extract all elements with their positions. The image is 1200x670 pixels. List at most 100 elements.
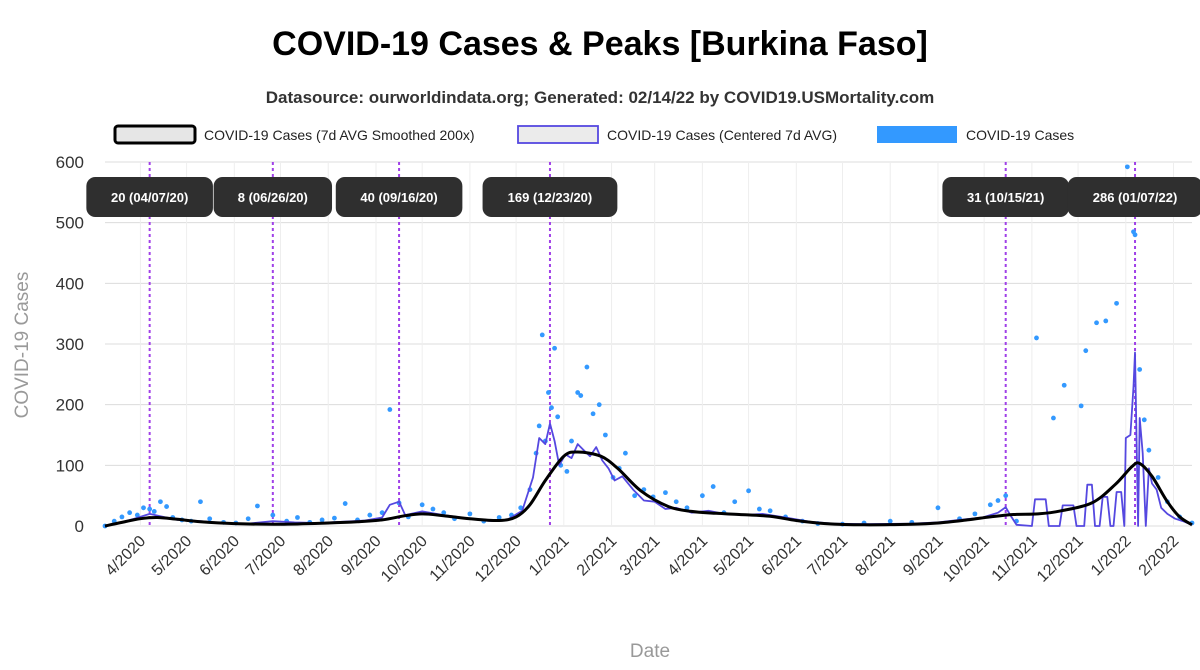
legend-label: COVID-19 Cases (Centered 7d AVG) [607,127,837,143]
case-point [1146,447,1152,453]
case-point [270,512,276,518]
chart-subtitle: Datasource: ourworldindata.org; Generate… [266,88,935,107]
peak-lines [148,162,1137,526]
case-point [596,402,602,408]
y-axis-ticks: 0 100 200 300 400 500 600 [56,153,84,536]
case-point [1094,320,1099,326]
x-tick-label: 8/2020 [290,533,337,580]
peak-label: 286 (01/07/22) [1067,177,1200,217]
chart-title: COVID-19 Cases & Peaks [Burkina Faso] [272,25,928,63]
case-point [539,332,545,338]
y-tick-label: 0 [75,517,84,536]
case-point [164,504,169,509]
case-point [295,515,300,520]
case-point [1083,348,1089,354]
series-line-smoothed [104,450,1193,528]
case-point [732,499,738,505]
legend-item: COVID-19 Cases [877,126,1074,143]
peak-label-box [942,177,1070,217]
legend-label: COVID-19 Cases [966,127,1074,143]
case-point [536,423,542,429]
peak-labels: 20 (04/07/20) 8 (06/26/20) 40 (09/16/20) 16… [86,177,1200,217]
case-point [972,511,978,517]
case-point [578,393,584,398]
case-point [995,498,1001,503]
x-tick-label: 10/2021 [940,533,993,586]
case-point [1061,382,1067,388]
case-point [1141,417,1147,423]
peak-label-box [335,177,463,217]
case-point [710,484,716,489]
case-point [342,501,348,506]
case-point [756,506,762,512]
case-point [207,516,213,522]
case-point [552,345,557,351]
x-axis-label: Date [630,641,670,662]
case-point [1114,300,1119,306]
peak-label: 31 (10/15/21) [942,177,1070,217]
x-tick-label: 1/2021 [526,533,573,580]
peak-label-text: 286 (01/07/22) [1093,190,1178,205]
x-tick-label: 2/2022 [1136,533,1183,580]
peak-label-box [482,177,618,217]
case-point [419,502,425,508]
case-point [699,493,705,499]
case-point [255,503,260,509]
cases-scatter [102,164,1195,529]
case-point [1137,367,1143,372]
x-tick-label: 5/2021 [711,533,758,580]
series-lines [104,351,1193,528]
case-point [684,505,690,511]
y-tick-label: 100 [56,456,84,475]
peak-label: 40 (09/16/20) [335,177,463,217]
case-point [987,502,993,508]
x-tick-label: 7/2020 [243,533,290,580]
peak-label: 169 (12/23/20) [482,177,618,217]
case-point [584,364,590,370]
case-point [1103,318,1109,324]
case-point [546,390,551,395]
case-point [1003,493,1009,499]
case-point [549,405,554,411]
case-point [367,512,373,518]
x-tick-label: 3/2021 [617,533,664,580]
y-tick-label: 400 [56,274,84,293]
y-tick-label: 300 [56,335,84,354]
case-point [134,512,140,518]
x-tick-label: 6/2021 [759,533,806,580]
peak-label: 8 (06/26/20) [213,177,333,217]
case-point [623,450,628,456]
case-point [555,414,561,420]
case-point [441,510,447,516]
case-point [887,518,893,524]
case-point [575,390,581,395]
case-point [1034,335,1039,341]
case-point [467,511,473,517]
case-point [1124,164,1130,170]
case-point [496,515,502,520]
case-point [564,469,570,474]
x-tick-label: 11/2020 [427,533,479,585]
peak-label-text: 169 (12/23/20) [508,190,593,205]
case-point [935,505,941,511]
case-point [1155,475,1161,480]
case-point [673,499,679,505]
case-point [198,499,203,505]
peak-label: 20 (04/07/20) [86,177,213,217]
x-tick-label: 11/2021 [989,533,1041,585]
case-point [332,515,337,521]
case-point [387,407,393,412]
series-line-centered-7d [104,351,1193,527]
x-tick-label: 1/2022 [1088,533,1135,580]
x-tick-label: 8/2021 [852,533,899,580]
legend-item: COVID-19 Cases (Centered 7d AVG) [517,125,837,144]
case-point [1051,415,1056,421]
case-point [319,517,325,523]
x-tick-label: 5/2020 [149,533,196,580]
case-point [602,432,608,438]
x-tick-label: 7/2021 [805,533,852,580]
x-tick-label: 6/2020 [197,533,244,580]
legend-swatch [517,125,599,144]
case-point [127,510,133,516]
